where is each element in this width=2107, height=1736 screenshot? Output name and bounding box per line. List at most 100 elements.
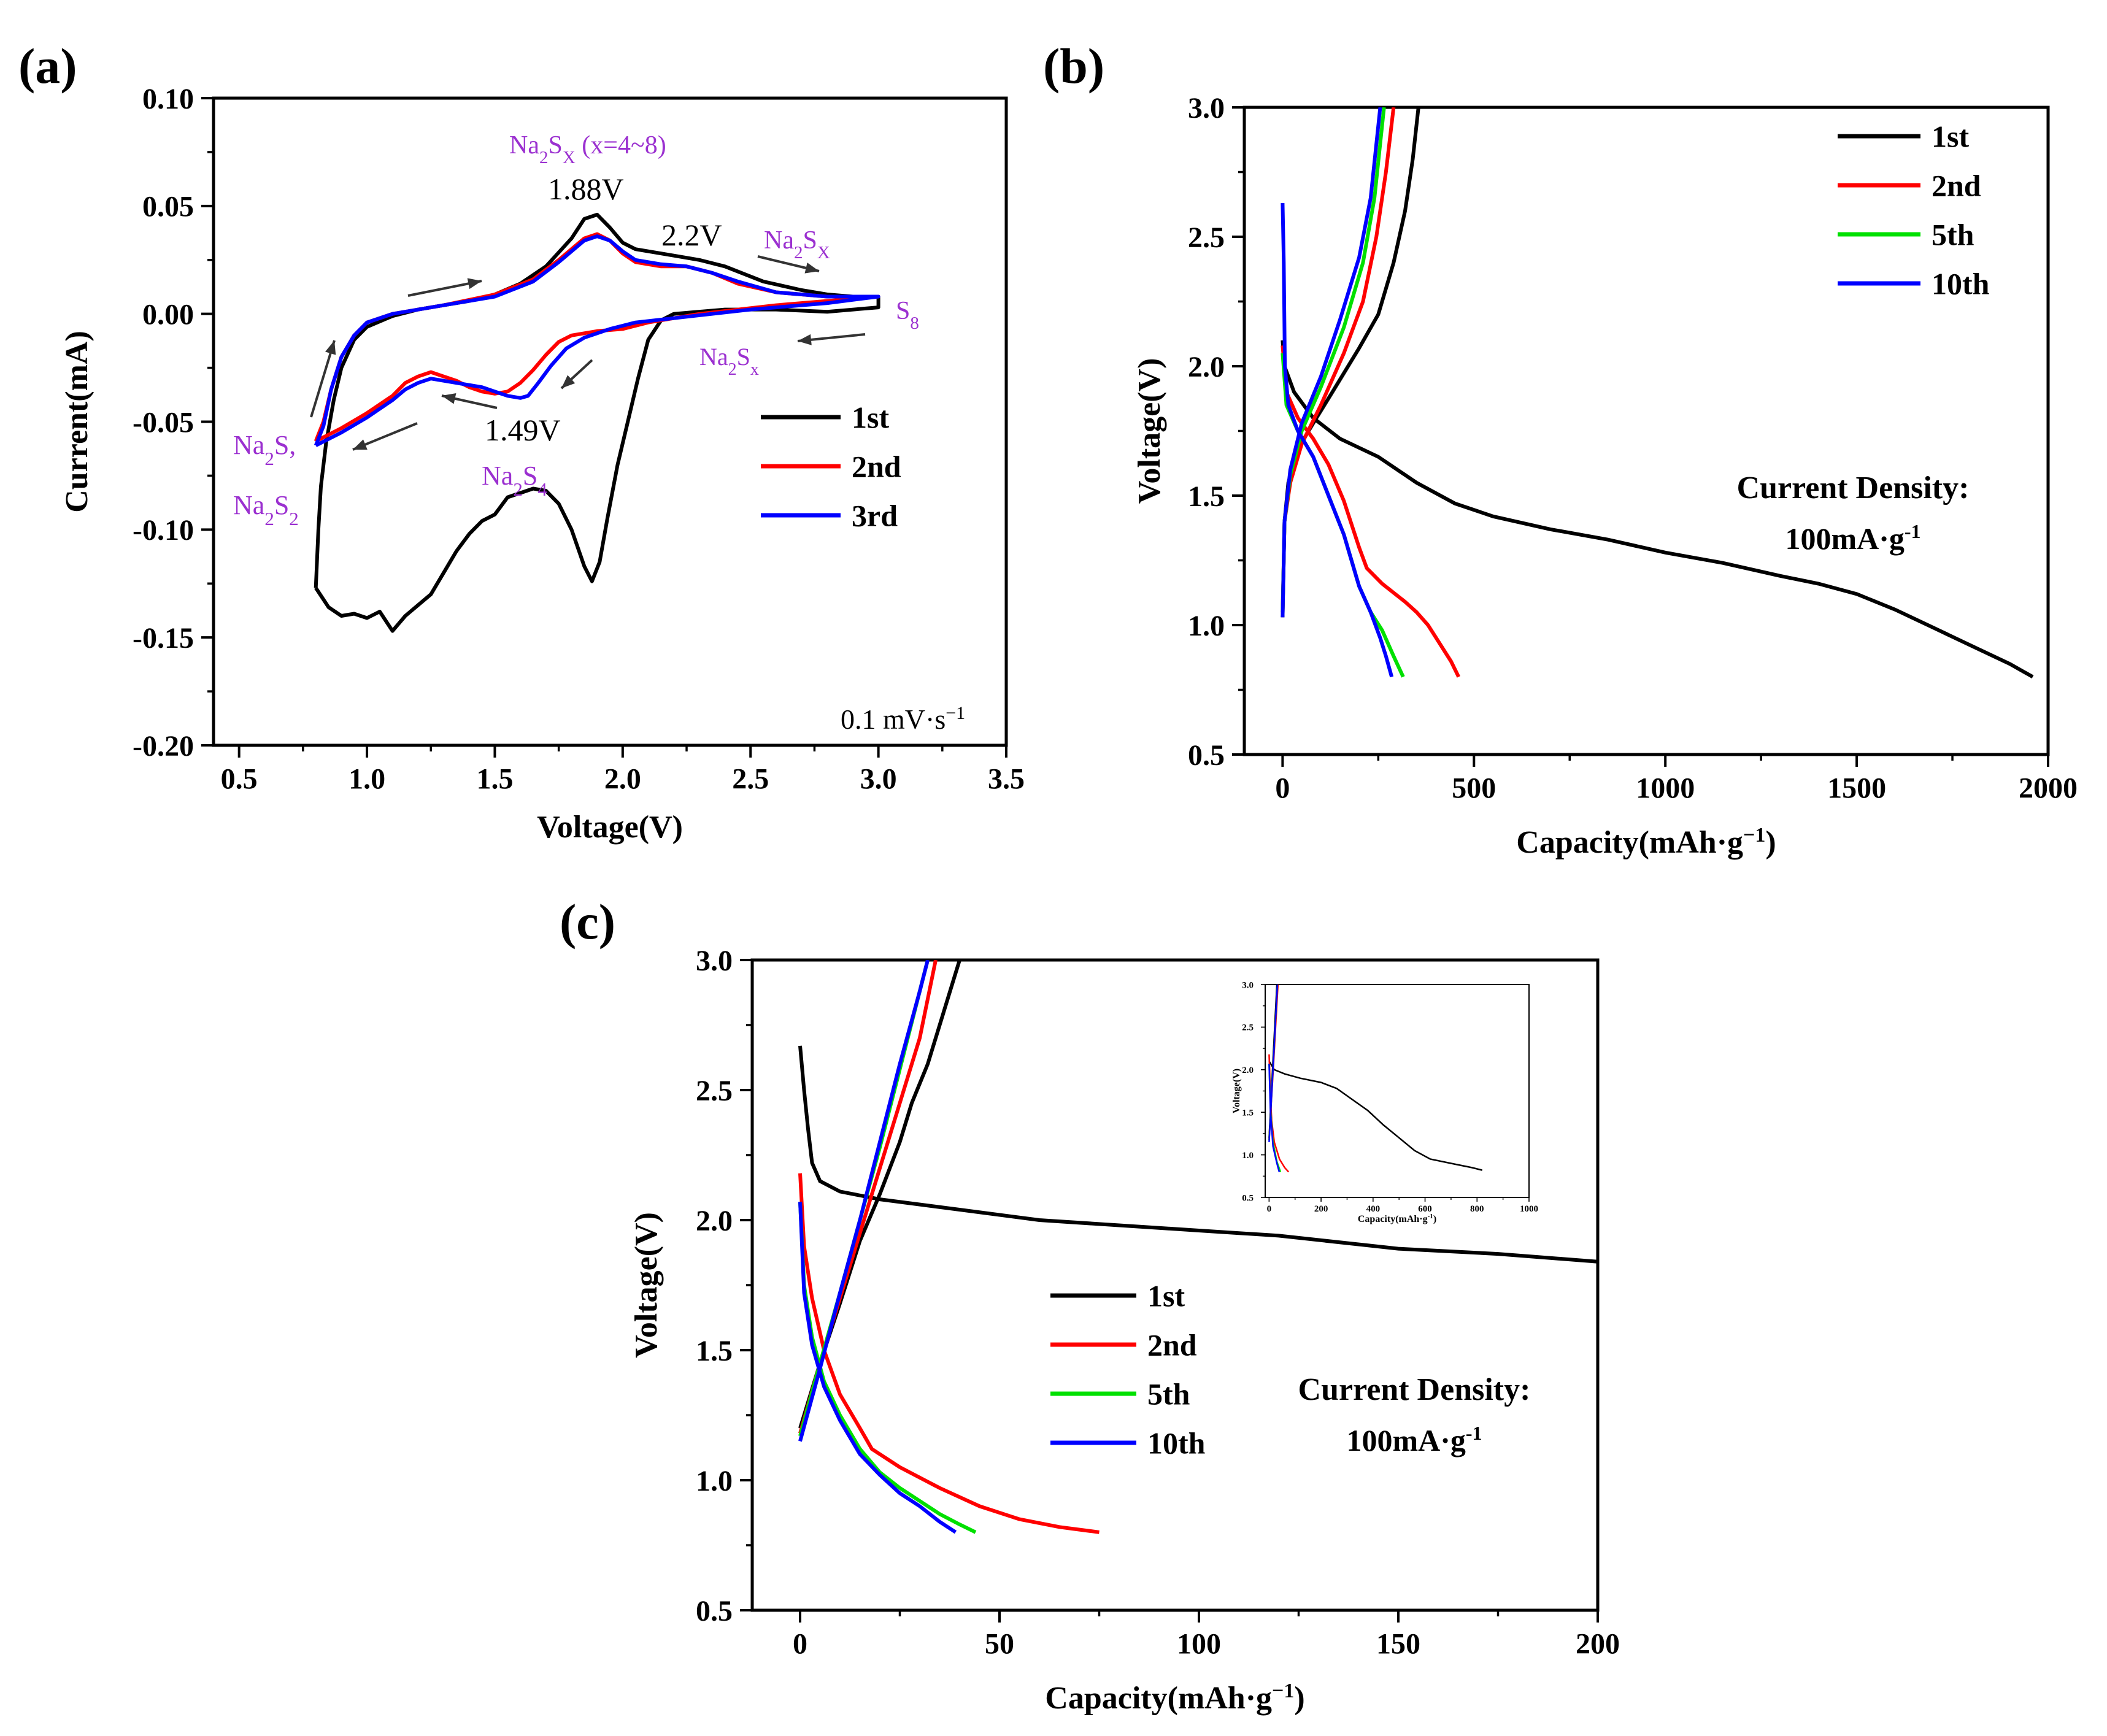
y-tick-label: 2.0 [1188, 351, 1225, 383]
panel-label-b: (b) [1043, 38, 1104, 94]
y-tick-label: 1.5 [696, 1335, 733, 1367]
label-peak-2.2v: 2.2V [661, 218, 722, 252]
legend-label-3rd: 3rd [852, 499, 898, 533]
x-tick-label: 0 [1267, 1204, 1272, 1214]
y-tick-label: 1.0 [696, 1465, 733, 1497]
y-tick-label: 2.0 [1242, 1066, 1254, 1075]
x-tick-label: 0 [793, 1627, 807, 1660]
series-group-b [1281, 107, 2034, 679]
arrow-a4-head [561, 375, 576, 388]
series-group-a [314, 212, 880, 633]
arrow-a6-head [353, 439, 368, 450]
y-tick-label: 1.5 [1242, 1108, 1254, 1118]
panel-label-a: (a) [18, 38, 77, 94]
y-tick-label: 2.0 [696, 1205, 733, 1237]
x-tick-label: 3.0 [860, 762, 897, 795]
y-tick-label: 0.5 [1242, 1193, 1254, 1203]
discharge-line-10th [1281, 203, 1394, 678]
panel-b: (b) 0 500 1000 1500 2000 0.5 1.0 1.5 2.0 2.5 3.0 Cap… [1043, 38, 2078, 860]
x-tick-label: 1000 [1520, 1204, 1538, 1214]
panel-c: (c) 0 50 100 150 200 0.5 1.0 1.5 2.0 2.5 3.0 Capacit… [560, 894, 1620, 1716]
y-axis-label: Current(mA) [60, 331, 94, 513]
y-tick-label: 1.0 [1188, 610, 1225, 642]
x-tick-label: 1500 [1827, 772, 1886, 804]
arrow-a7-head [325, 340, 336, 355]
y-tick-label: 3.0 [696, 945, 733, 977]
inset-charge-line-10th [1268, 985, 1279, 1142]
x-tick-label: 150 [1376, 1627, 1420, 1660]
y-tick-label: 0.00 [142, 298, 194, 331]
inset-x-axis-label: Capacity(mAh·g-1) [1358, 1213, 1436, 1224]
discharge-line-1st [798, 1045, 1598, 1264]
y-tick-label: 0.10 [142, 83, 194, 115]
x-tick-label: 400 [1366, 1204, 1381, 1214]
plot-frame [1242, 106, 2050, 756]
x-axis-label: Capacity(mAh·g−1) [1045, 1680, 1304, 1716]
x-tick-label: 2000 [2019, 772, 2078, 804]
x-tick-label: 50 [985, 1627, 1014, 1660]
current-density-value: 100mA·g-1 [1785, 520, 1920, 556]
charge-line-10th [798, 960, 930, 1442]
y-tick-label: 1.0 [1242, 1151, 1254, 1161]
y-tick-label: 2.5 [696, 1075, 733, 1107]
y-tick-label: 3.0 [1242, 980, 1254, 990]
arrow-a1-head [467, 278, 482, 290]
x-tick-label: 200 [1314, 1204, 1328, 1214]
y-tick-label: -0.10 [133, 514, 194, 547]
x-tick-label: 1.5 [476, 762, 513, 795]
arrow-a3-head [798, 334, 812, 345]
legend-label-1st: 1st [852, 401, 889, 435]
x-tick-label: 600 [1418, 1204, 1432, 1214]
x-axis-label: Voltage(V) [537, 810, 683, 845]
discharge-line-1st [1281, 340, 2034, 679]
y-tick-label: -0.20 [133, 730, 194, 762]
y-tick-label: 3.0 [1188, 92, 1225, 125]
legend-label-10th: 10th [1147, 1426, 1206, 1461]
label-peak-1.88v: 1.88V [548, 172, 624, 206]
scan-rate-label: 0.1 mV·s−1 [841, 703, 965, 735]
inset-series-group [1268, 985, 1483, 1173]
x-tick-label: 100 [1177, 1627, 1221, 1660]
label-na2s2: Na2S2 [233, 490, 299, 529]
charge-line-1st [1281, 107, 1420, 618]
x-axis-label: Capacity(mAh·g−1) [1516, 824, 1776, 861]
charge-line-5th [1281, 107, 1386, 612]
label-nasx-lower: Na2Sx [699, 343, 759, 379]
y-tick-label: 1.5 [1188, 480, 1225, 513]
panel-label-c: (c) [560, 894, 615, 950]
legend-label-2nd: 2nd [1147, 1328, 1197, 1362]
inset-discharge-line-10th [1268, 1064, 1281, 1172]
arrow-a5-head [442, 393, 456, 404]
y-axis-label: Voltage(V) [1132, 358, 1167, 504]
x-tick-label: 2.0 [604, 762, 641, 795]
legend-label-10th: 10th [1932, 267, 1990, 301]
legend-label-1st: 1st [1932, 120, 1969, 154]
inset-discharge-line-1st [1268, 1061, 1483, 1171]
series-line-1st [314, 212, 880, 633]
label-nasx-top: Na2SX (x=4~8) [509, 131, 666, 167]
legend-label-5th: 5th [1147, 1377, 1190, 1411]
y-tick-label: 2.5 [1188, 221, 1225, 254]
label-na2s: Na2S, [233, 430, 296, 469]
y-tick-label: 2.5 [1242, 1023, 1254, 1033]
x-tick-label: 0.5 [221, 762, 258, 795]
discharge-line-10th [798, 1202, 957, 1534]
x-tick-label: 3.5 [988, 762, 1025, 795]
panel-a: (a) 0.5 1.0 1.5 2.0 2.5 3.0 3.5 -0.20 -0.15 -0.10 -… [18, 38, 1025, 845]
y-tick-label: 0.5 [1188, 739, 1225, 772]
legend-label-5th: 5th [1932, 218, 1974, 252]
series-group-c [798, 960, 1598, 1534]
y-axis-label: Voltage(V) [629, 1212, 664, 1358]
y-tick-label: -0.05 [133, 406, 194, 439]
label-s8: S8 [896, 297, 919, 333]
y-tick-label: 0.5 [696, 1595, 733, 1627]
panel-c-inset: 0 200 400 600 800 1000 0.5 1.0 1.5 2.0 2.5 3.0 Capac… [1231, 980, 1538, 1224]
charge-line-10th [1281, 107, 1382, 618]
discharge-line-2nd [1281, 345, 1460, 678]
label-na2s4: Na2S4 [482, 461, 547, 500]
y-tick-label: 0.05 [142, 191, 194, 223]
x-tick-label: 0 [1275, 772, 1290, 804]
legend-label-1st: 1st [1147, 1279, 1185, 1313]
current-density-value: 100mA·g-1 [1346, 1422, 1482, 1458]
